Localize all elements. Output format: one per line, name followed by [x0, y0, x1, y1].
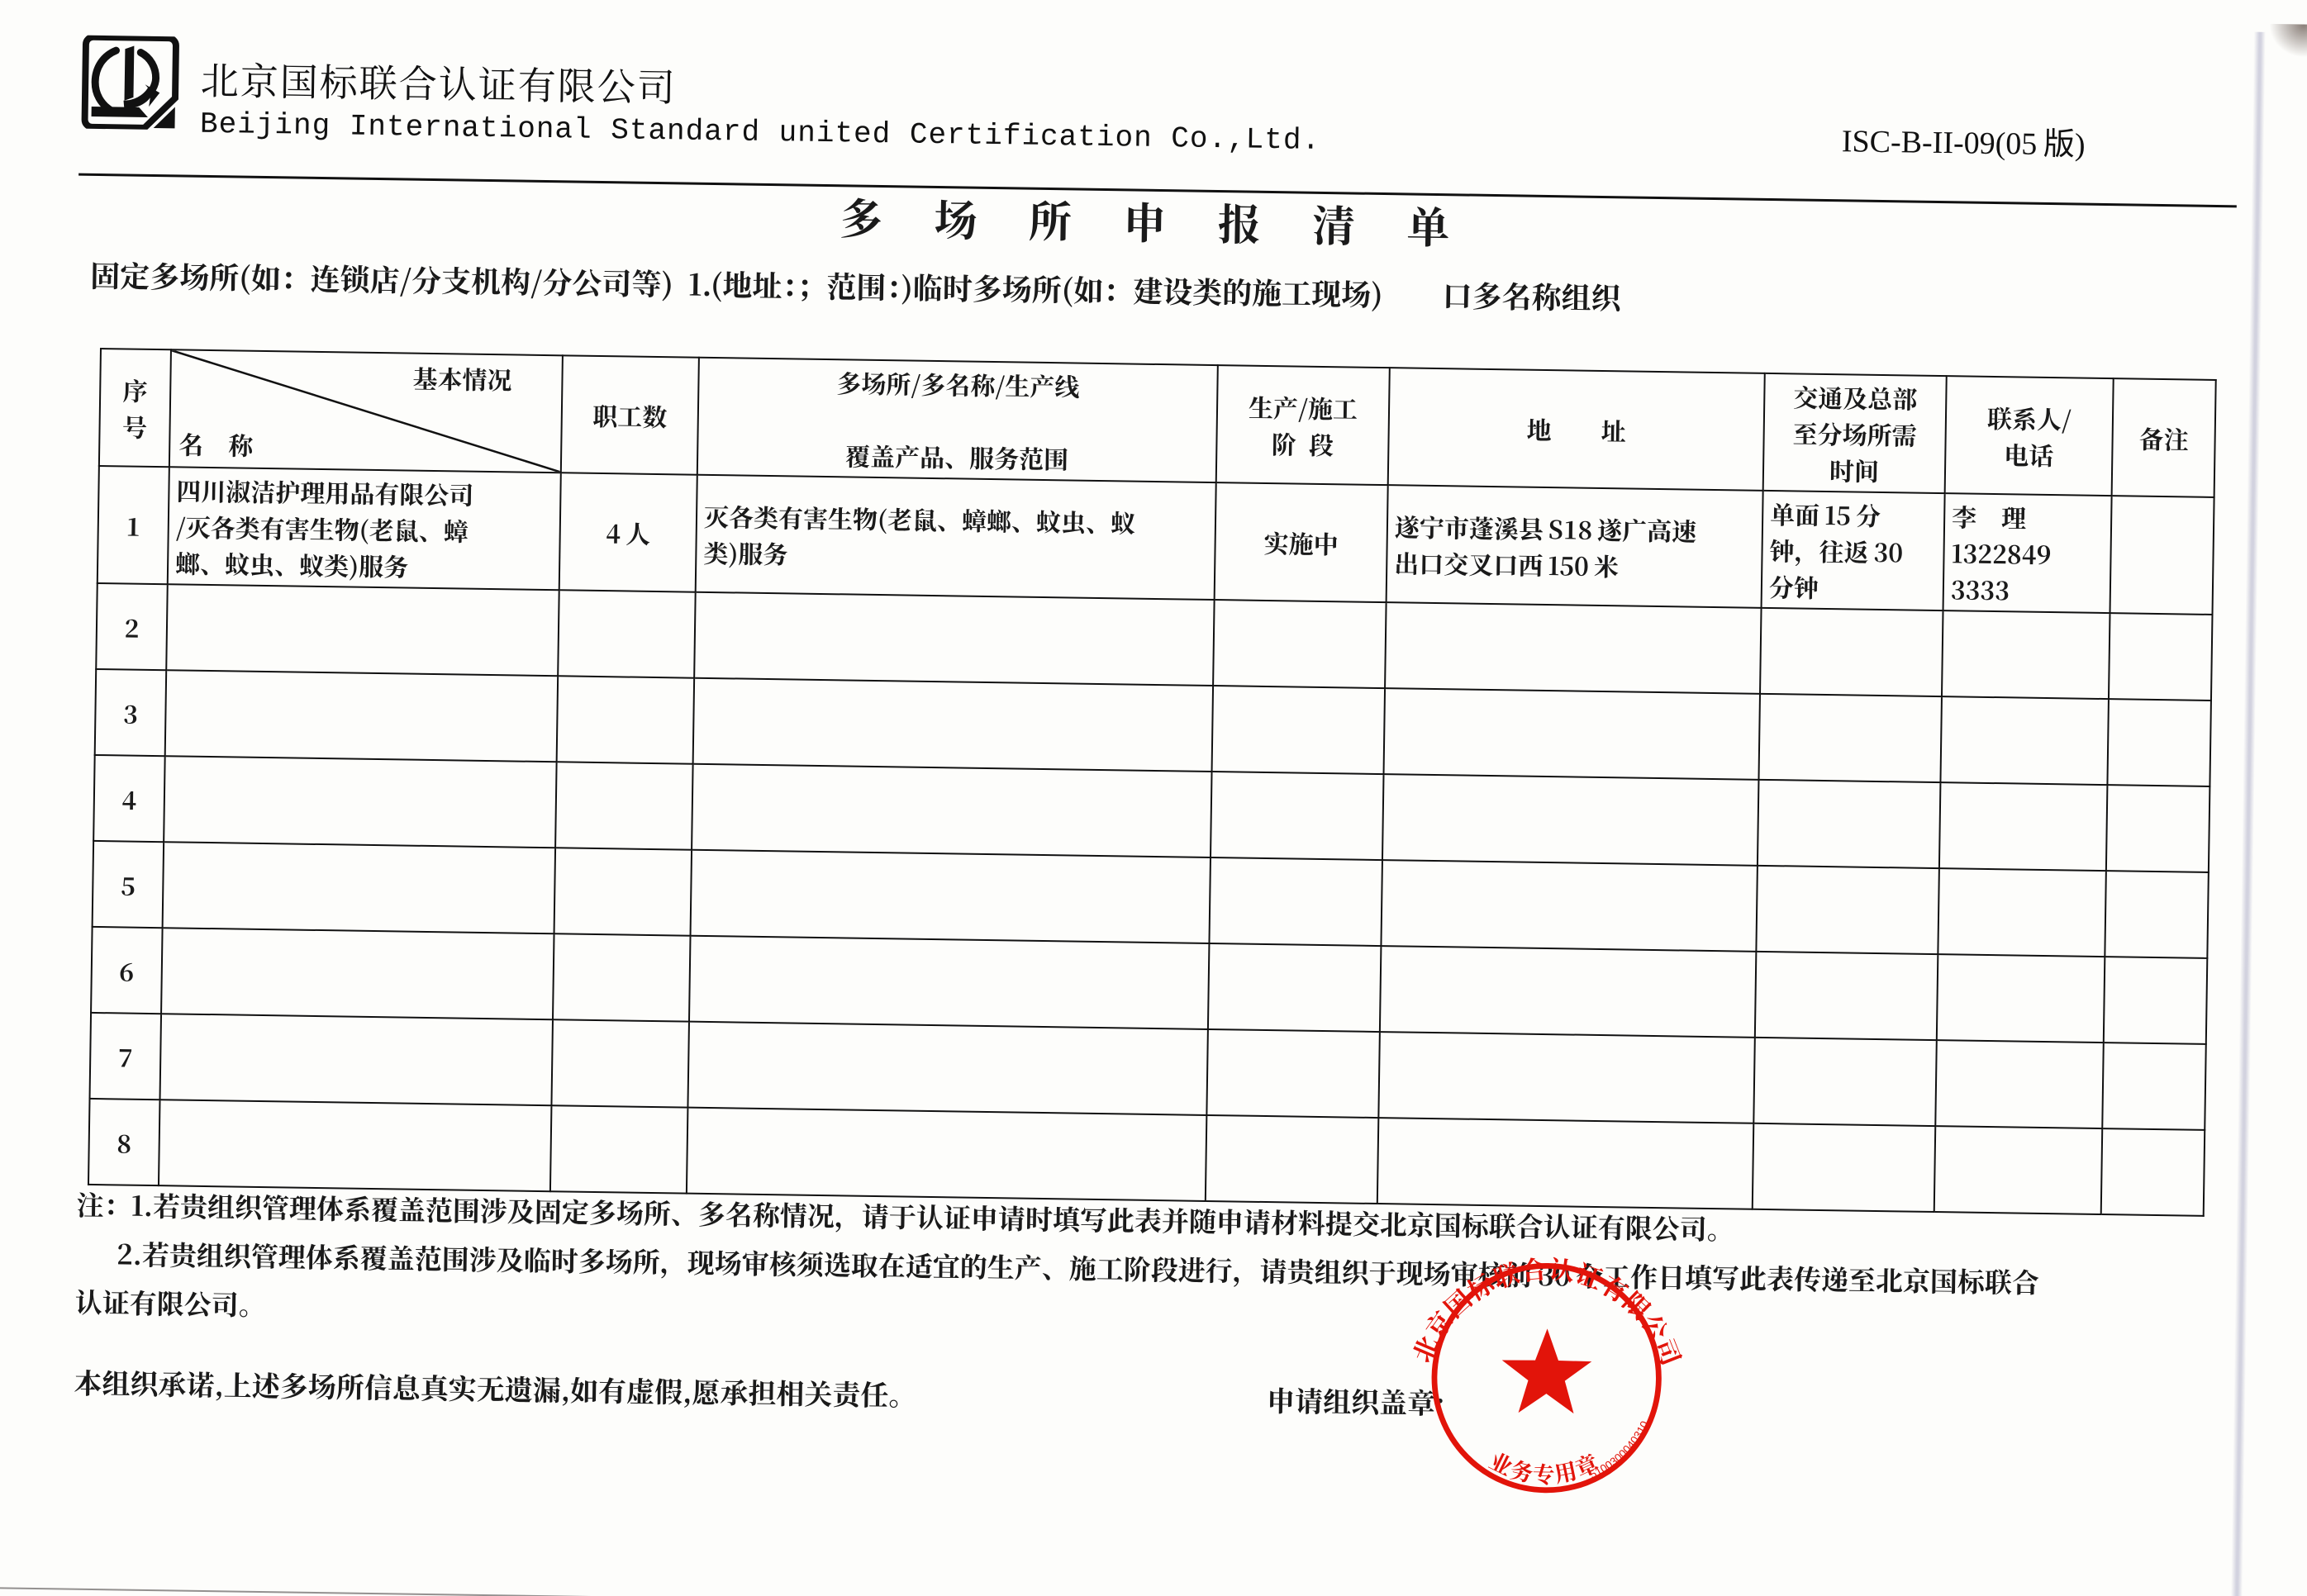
- svg-text:5100300040310: 5100300040310: [1587, 1418, 1651, 1481]
